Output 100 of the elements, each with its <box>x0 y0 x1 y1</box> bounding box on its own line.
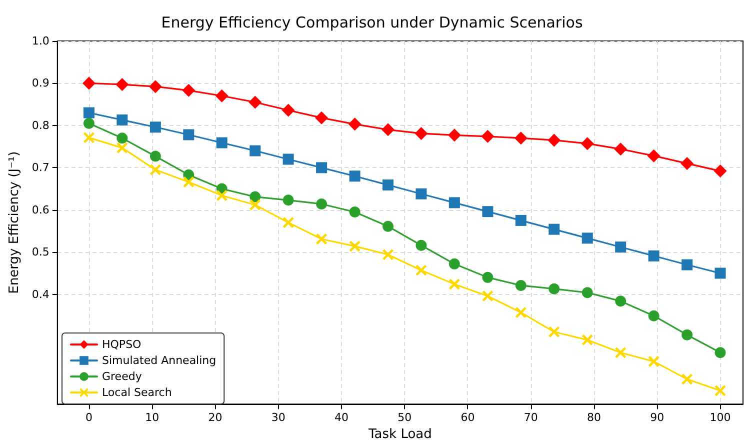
point <box>482 290 494 302</box>
legend-label: Simulated Annealing <box>102 354 216 367</box>
point <box>382 249 394 260</box>
x-tick-label: 40 <box>334 411 348 424</box>
point <box>116 142 128 154</box>
point <box>682 329 693 340</box>
point <box>349 240 360 252</box>
x-tick-label: 20 <box>208 411 222 424</box>
point <box>150 150 161 162</box>
point <box>382 179 394 190</box>
point <box>448 258 460 270</box>
point <box>614 142 628 156</box>
point <box>714 164 727 178</box>
point <box>116 114 128 126</box>
point <box>515 306 526 318</box>
point <box>682 259 693 270</box>
point <box>648 310 660 322</box>
point <box>316 198 328 210</box>
point <box>349 206 360 218</box>
point <box>548 283 560 294</box>
point <box>282 217 294 228</box>
y-axis-title: Energy Efficiency (J⁻¹) <box>7 151 22 294</box>
point <box>116 132 128 144</box>
point <box>714 385 726 396</box>
point <box>615 296 626 307</box>
point <box>714 268 726 279</box>
point <box>714 347 726 358</box>
point <box>216 190 228 202</box>
x-tick-label: 50 <box>398 411 412 424</box>
point <box>83 107 94 118</box>
x-tick-label: 80 <box>587 411 602 424</box>
point <box>515 280 526 291</box>
point <box>250 191 261 202</box>
point <box>250 199 261 210</box>
point <box>416 188 427 200</box>
y-tick-label: 0.9 <box>32 76 50 90</box>
point <box>83 118 94 129</box>
point <box>582 334 593 346</box>
point <box>580 137 594 150</box>
point <box>647 149 660 162</box>
point <box>150 164 161 176</box>
point <box>615 347 626 358</box>
point <box>648 250 660 262</box>
y-tick-label: 1.0 <box>32 34 50 48</box>
point <box>248 96 262 109</box>
x-tick-label: 90 <box>650 411 664 424</box>
point <box>548 326 560 338</box>
x-tick-label: 70 <box>524 411 538 424</box>
point <box>448 278 460 290</box>
point <box>482 272 494 283</box>
point <box>182 84 196 97</box>
point <box>82 76 96 90</box>
point <box>514 132 528 145</box>
legend-label: Local Search <box>102 386 172 399</box>
point <box>648 356 660 367</box>
point <box>83 132 94 144</box>
point <box>148 80 162 94</box>
point <box>382 123 395 136</box>
x-axis-title: Task Load <box>368 427 432 442</box>
point <box>215 89 228 102</box>
y-tick-label: 0.4 <box>32 288 50 301</box>
point <box>183 129 194 140</box>
point <box>416 264 427 276</box>
x-tick-label: 0 <box>85 411 92 424</box>
point <box>615 242 626 253</box>
point <box>548 224 560 235</box>
point <box>548 134 561 147</box>
point <box>582 287 593 298</box>
x-tick-label: 30 <box>271 411 286 424</box>
point <box>349 170 360 182</box>
y-tick-label: 0.7 <box>32 161 50 174</box>
point <box>482 206 494 218</box>
chart-title: Energy Efficiency Comparison under Dynamic Scenarios <box>161 14 583 32</box>
point <box>316 234 328 245</box>
x-tick-label: 100 <box>710 411 731 424</box>
point <box>282 104 295 117</box>
y-tick-label: 0.8 <box>32 118 50 132</box>
point <box>582 232 593 244</box>
legend-label: HQPSO <box>102 338 142 351</box>
point <box>282 154 294 165</box>
point <box>315 111 328 124</box>
point <box>348 118 362 131</box>
point <box>682 374 693 385</box>
point <box>680 156 694 170</box>
point <box>116 78 129 91</box>
point <box>282 194 294 206</box>
x-tick-label: 60 <box>460 411 475 424</box>
y-tick-label: 0.5 <box>32 246 50 259</box>
legend-label: Greedy <box>102 370 142 383</box>
point <box>515 214 526 226</box>
point <box>183 176 194 188</box>
point <box>150 122 161 133</box>
point <box>481 130 494 143</box>
point <box>250 145 261 156</box>
point <box>448 197 460 208</box>
point <box>416 240 427 251</box>
point <box>216 137 228 148</box>
x-tick-label: 10 <box>145 411 160 424</box>
point <box>414 126 428 140</box>
point <box>316 162 328 174</box>
